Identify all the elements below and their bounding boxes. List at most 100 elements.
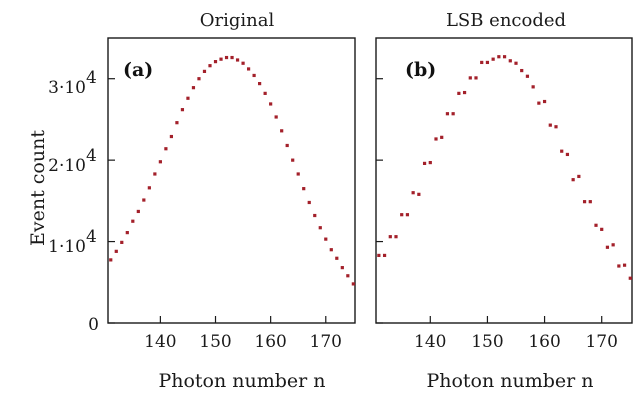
data-point xyxy=(571,178,575,182)
data-point xyxy=(462,90,467,95)
y-tick-label-0: 0 xyxy=(88,315,99,335)
data-point xyxy=(605,245,610,249)
data-point xyxy=(485,60,490,65)
data-point xyxy=(508,59,512,63)
data-point xyxy=(428,160,432,165)
data-point xyxy=(302,187,306,191)
data-point xyxy=(611,243,615,247)
data-point xyxy=(346,274,350,278)
data-point xyxy=(280,129,284,133)
data-point xyxy=(307,200,311,205)
panel-b-x-tick-label: 150 xyxy=(471,332,503,352)
panel-b-x-axis-label: Photon number n xyxy=(426,370,593,392)
data-point xyxy=(340,266,344,270)
data-point xyxy=(400,213,404,217)
data-point xyxy=(377,253,381,258)
data-point xyxy=(405,213,410,217)
data-point xyxy=(474,76,478,80)
data-point xyxy=(451,112,455,116)
data-point xyxy=(588,200,592,204)
data-point xyxy=(382,253,387,258)
data-point xyxy=(434,137,438,141)
data-point xyxy=(252,73,256,78)
panel-b-frame xyxy=(375,37,633,324)
data-point xyxy=(164,147,168,151)
data-point xyxy=(175,121,179,125)
data-point xyxy=(531,85,535,89)
panel-a-x-tick-label: 170 xyxy=(310,332,342,352)
data-point xyxy=(197,77,201,81)
data-point xyxy=(153,172,157,176)
data-point xyxy=(191,86,196,90)
panel-a-frame xyxy=(107,37,356,324)
data-point xyxy=(411,191,415,195)
panel-a-points xyxy=(109,55,355,286)
data-point xyxy=(186,96,190,100)
data-point xyxy=(497,55,501,59)
data-point xyxy=(622,263,627,267)
panel-a-x-axis-label: Photon number n xyxy=(158,370,325,392)
data-point xyxy=(554,125,558,129)
data-point xyxy=(468,76,472,80)
data-point xyxy=(241,61,245,65)
data-point xyxy=(230,55,234,60)
data-point xyxy=(617,264,621,268)
data-point xyxy=(525,74,530,78)
panel-b-ticks: 140 150 160 170 xyxy=(376,78,618,352)
panel-a: Original (a) Photon number n 140 150 160 17… xyxy=(107,10,356,392)
panel-a-x-tick-label: 160 xyxy=(254,332,286,352)
panel-b-title: LSB encoded xyxy=(446,10,566,31)
y-tick-label-1: 1·10 xyxy=(48,237,86,257)
data-point xyxy=(600,227,604,231)
data-point xyxy=(131,219,135,223)
data-point xyxy=(125,231,129,235)
panel-b-x-tick-label: 170 xyxy=(585,332,617,352)
data-point xyxy=(180,108,185,112)
data-point xyxy=(136,209,140,214)
data-point xyxy=(296,172,300,176)
data-point xyxy=(263,91,267,95)
data-point xyxy=(514,61,518,65)
panel-a-title: Original xyxy=(200,10,275,31)
data-point xyxy=(202,69,207,73)
data-point xyxy=(594,223,598,227)
data-point xyxy=(169,134,174,139)
data-point xyxy=(394,235,398,239)
data-point xyxy=(285,143,289,148)
data-point xyxy=(114,249,118,253)
data-point xyxy=(560,149,564,153)
data-point xyxy=(335,256,339,260)
data-point xyxy=(208,64,212,68)
data-point xyxy=(502,55,507,59)
data-point xyxy=(246,67,251,71)
data-point xyxy=(329,248,333,252)
data-point xyxy=(351,282,355,286)
data-point xyxy=(417,192,421,196)
data-point xyxy=(440,135,444,139)
data-point xyxy=(235,58,240,62)
data-point xyxy=(537,101,541,105)
data-point xyxy=(318,226,322,230)
panel-a-x-tick-label: 140 xyxy=(144,332,176,352)
data-point xyxy=(142,198,146,202)
y-tick-label-2: 2·10 xyxy=(48,156,86,176)
y-tick-label-3: 3·10 xyxy=(48,78,86,98)
data-point xyxy=(422,161,427,165)
y-tick-exp-1: 4 xyxy=(86,227,97,247)
data-point xyxy=(120,240,124,244)
data-point xyxy=(457,91,461,95)
data-point xyxy=(582,200,587,204)
data-point xyxy=(388,235,392,239)
data-point xyxy=(219,57,223,61)
data-point xyxy=(147,186,151,190)
data-point xyxy=(542,99,547,104)
data-point xyxy=(258,82,262,86)
y-tick-exp-2: 4 xyxy=(86,146,97,166)
panel-b-points xyxy=(377,55,632,280)
data-point xyxy=(520,68,524,73)
y-axis-label: Event count xyxy=(27,130,49,246)
data-point xyxy=(628,276,632,280)
data-point xyxy=(445,112,450,116)
data-point xyxy=(324,237,328,241)
